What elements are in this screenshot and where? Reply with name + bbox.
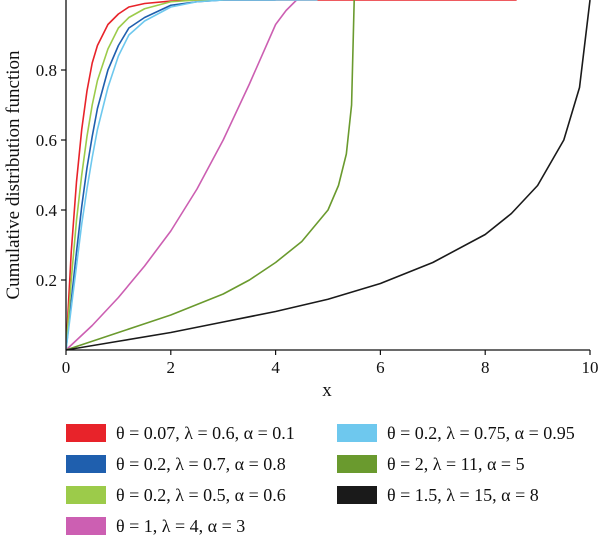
cdf-chart: 0 2 4 6 8 10 0.2 0.4 0.6 0.8 x Cumulative distrib…: [3, 0, 599, 401]
legend-swatch: [66, 517, 106, 535]
series-line-1: [66, 0, 517, 351]
x-tick-label: 8: [481, 358, 490, 377]
series-line-5: [66, 0, 318, 351]
y-tick-label: 0.2: [36, 271, 57, 290]
tick-layer: 0 2 4 6 8 10 0.2 0.4 0.6 0.8: [36, 61, 599, 377]
legend-label: θ = 0.07, λ = 0.6, α = 0.1: [116, 422, 295, 443]
legend-item: θ = 2, λ = 11, α = 5: [337, 451, 525, 477]
legend-item: θ = 0.2, λ = 0.75, α = 0.95: [337, 420, 575, 446]
legend-label: θ = 1, λ = 4, α = 3: [116, 515, 246, 536]
legend-item: θ = 0.2, λ = 0.5, α = 0.6: [66, 482, 286, 508]
legend-swatch: [337, 424, 377, 442]
series-line-2: [66, 0, 276, 351]
legend-label: θ = 1.5, λ = 15, α = 8: [387, 484, 539, 505]
x-tick-label: 6: [376, 358, 385, 377]
series-line-6: [66, 0, 355, 351]
x-tick-label: 10: [582, 358, 599, 377]
legend-swatch: [66, 424, 106, 442]
legend-item: θ = 1.5, λ = 15, α = 8: [337, 482, 539, 508]
y-tick-label: 0.6: [36, 131, 57, 150]
legend-swatch: [337, 455, 377, 473]
legend-item: θ = 0.07, λ = 0.6, α = 0.1: [66, 420, 295, 446]
y-axis-title: Cumulative distribution function: [3, 50, 24, 300]
legend-swatch: [66, 486, 106, 504]
series-layer: [66, 0, 591, 351]
legend-item: θ = 1, λ = 4, α = 3: [66, 513, 245, 539]
series-line-4: [66, 0, 298, 351]
series-line-7: [66, 0, 591, 351]
series-line-3: [66, 0, 224, 351]
legend-label: θ = 2, λ = 11, α = 5: [387, 453, 525, 474]
x-tick-label: 4: [271, 358, 280, 377]
legend-label: θ = 0.2, λ = 0.75, α = 0.95: [387, 422, 575, 443]
x-axis-title: x: [322, 380, 332, 401]
y-tick-label: 0.4: [36, 201, 58, 220]
chart-legend: θ = 0.07, λ = 0.6, α = 0.1 θ = 0.2, λ = 0…: [66, 420, 600, 545]
legend-item: θ = 0.2, λ = 0.7, α = 0.8: [66, 451, 286, 477]
y-tick-label: 0.8: [36, 61, 57, 80]
x-tick-label: 0: [62, 358, 71, 377]
legend-label: θ = 0.2, λ = 0.5, α = 0.6: [116, 484, 286, 505]
legend-swatch: [337, 486, 377, 504]
legend-label: θ = 0.2, λ = 0.7, α = 0.8: [116, 453, 286, 474]
legend-swatch: [66, 455, 106, 473]
x-tick-label: 2: [167, 358, 176, 377]
